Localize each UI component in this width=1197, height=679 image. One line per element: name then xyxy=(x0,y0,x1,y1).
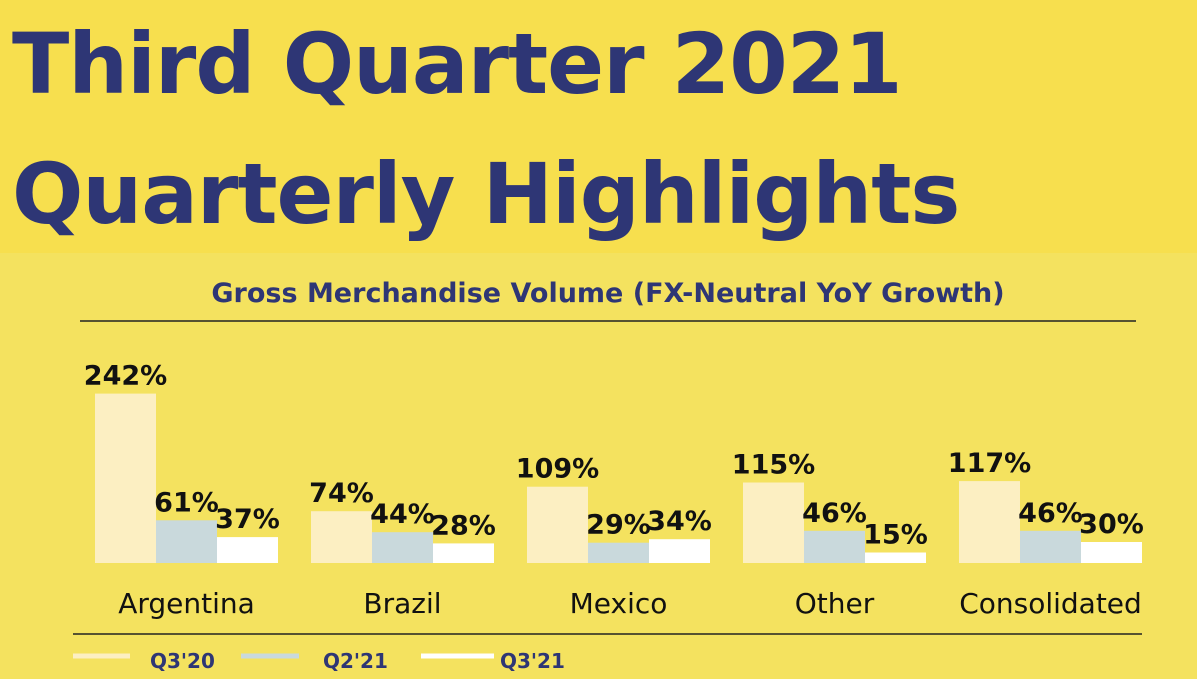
category-label-other: Other xyxy=(795,587,875,620)
data-label-mexico-s1: 29% xyxy=(586,510,651,541)
bar-other-s2 xyxy=(865,552,926,563)
bar-argentina-s0 xyxy=(95,393,156,563)
data-label-mexico-s0: 109% xyxy=(516,454,599,485)
category-label-mexico: Mexico xyxy=(570,587,668,620)
bar-consolidated-s2 xyxy=(1081,542,1142,563)
data-label-brazil-s0: 74% xyxy=(309,478,374,509)
bar-other-s1 xyxy=(804,530,865,563)
chart-panel xyxy=(0,253,1197,679)
data-label-other-s1: 46% xyxy=(802,498,867,529)
data-label-other-s2: 15% xyxy=(863,520,928,551)
data-label-mexico-s2: 34% xyxy=(647,506,712,537)
bar-brazil-s0 xyxy=(311,511,372,563)
bar-mexico-s0 xyxy=(527,486,588,563)
bar-argentina-s1 xyxy=(156,520,217,563)
legend: Q3'20 Q2'21 Q3'21 xyxy=(73,649,565,673)
bar-mexico-s1 xyxy=(588,542,649,563)
data-label-argentina-s0: 242% xyxy=(84,361,167,392)
data-label-brazil-s2: 28% xyxy=(431,510,496,541)
header-band: Third Quarter 2021 Quarterly Highlights xyxy=(0,0,1197,253)
legend-label-s2: Q3'21 xyxy=(500,649,565,673)
page-title-line-1: Third Quarter 2021 xyxy=(12,15,903,113)
bar-consolidated-s1 xyxy=(1020,530,1081,563)
chart-title: Gross Merchandise Volume (FX-Neutral YoY… xyxy=(211,278,1005,309)
data-label-argentina-s1: 61% xyxy=(154,487,219,518)
data-label-consolidated-s2: 30% xyxy=(1079,509,1144,540)
data-label-argentina-s2: 37% xyxy=(215,504,280,535)
data-label-consolidated-s0: 117% xyxy=(948,448,1031,479)
legend-label-s1: Q2'21 xyxy=(323,649,388,673)
bars-layer: 242% 61%37% Argentina 74%44%28% Brazil 109% 29… xyxy=(84,361,1144,620)
data-label-other-s0: 115% xyxy=(732,450,815,481)
bar-brazil-s1 xyxy=(372,532,433,563)
bar-consolidated-s0 xyxy=(959,481,1020,563)
page-title-line-2: Quarterly Highlights xyxy=(12,145,960,243)
bar-other-s0 xyxy=(743,482,804,563)
data-label-consolidated-s1: 46% xyxy=(1018,498,1083,529)
bar-mexico-s2 xyxy=(649,539,710,563)
category-label-brazil: Brazil xyxy=(363,587,441,620)
category-label-consolidated: Consolidated xyxy=(959,587,1142,620)
data-label-brazil-s1: 44% xyxy=(370,499,435,530)
bar-brazil-s2 xyxy=(433,543,494,563)
bar-argentina-s2 xyxy=(217,537,278,563)
category-label-argentina: Argentina xyxy=(118,587,255,620)
legend-label-s0: Q3'20 xyxy=(150,649,215,673)
